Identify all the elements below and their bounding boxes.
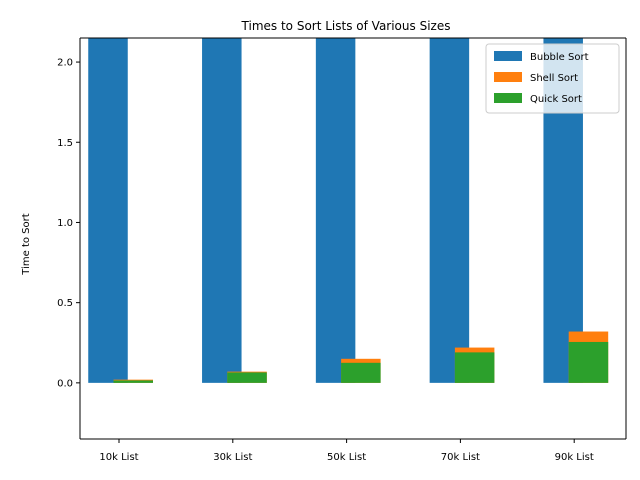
y-axis-label: Time to Sort: [21, 213, 32, 275]
bar-bubble-sort-2: [315, 38, 356, 383]
plot-area: 0.0 0.5 1.0 1.5 2.0 10k List 30k List 50k List 7…: [57, 37, 627, 463]
bar-quick-sort-0: [113, 380, 153, 383]
legend-label-0: Bubble Sort: [530, 52, 589, 63]
y-tick-label-1: 0.5: [57, 298, 73, 309]
y-tick-label-2: 1.0: [57, 218, 73, 229]
y-tick-label-4: 2.0: [57, 58, 73, 69]
x-tick-label-2: 50k List: [327, 452, 366, 463]
bar-quick-sort-1: [227, 372, 267, 383]
bar-quick-sort-2: [341, 362, 381, 383]
x-tick-label-0: 10k List: [99, 452, 138, 463]
legend-swatch-1: [494, 72, 522, 82]
y-tick-label-0: 0.0: [57, 378, 73, 389]
bar-bubble-sort-3: [429, 38, 470, 383]
legend-swatch-0: [494, 51, 522, 61]
legend-label-1: Shell Sort: [530, 73, 578, 84]
bar-bubble-sort-0: [88, 38, 128, 383]
y-tick-label-3: 1.5: [57, 138, 73, 149]
x-tick-label-4: 90k List: [555, 452, 594, 463]
legend-swatch-2: [494, 93, 522, 103]
x-tick-label-1: 30k List: [213, 452, 252, 463]
x-tick-label-3: 70k List: [441, 452, 480, 463]
bar-quick-sort-4: [568, 341, 609, 383]
chart-title: Times to Sort Lists of Various Sizes: [241, 19, 451, 33]
legend-label-2: Quick Sort: [530, 94, 582, 105]
bar-bubble-sort-1: [202, 38, 242, 383]
bar-quick-sort-3: [454, 352, 495, 383]
legend: Bubble Sort Shell Sort Quick Sort: [485, 43, 620, 114]
